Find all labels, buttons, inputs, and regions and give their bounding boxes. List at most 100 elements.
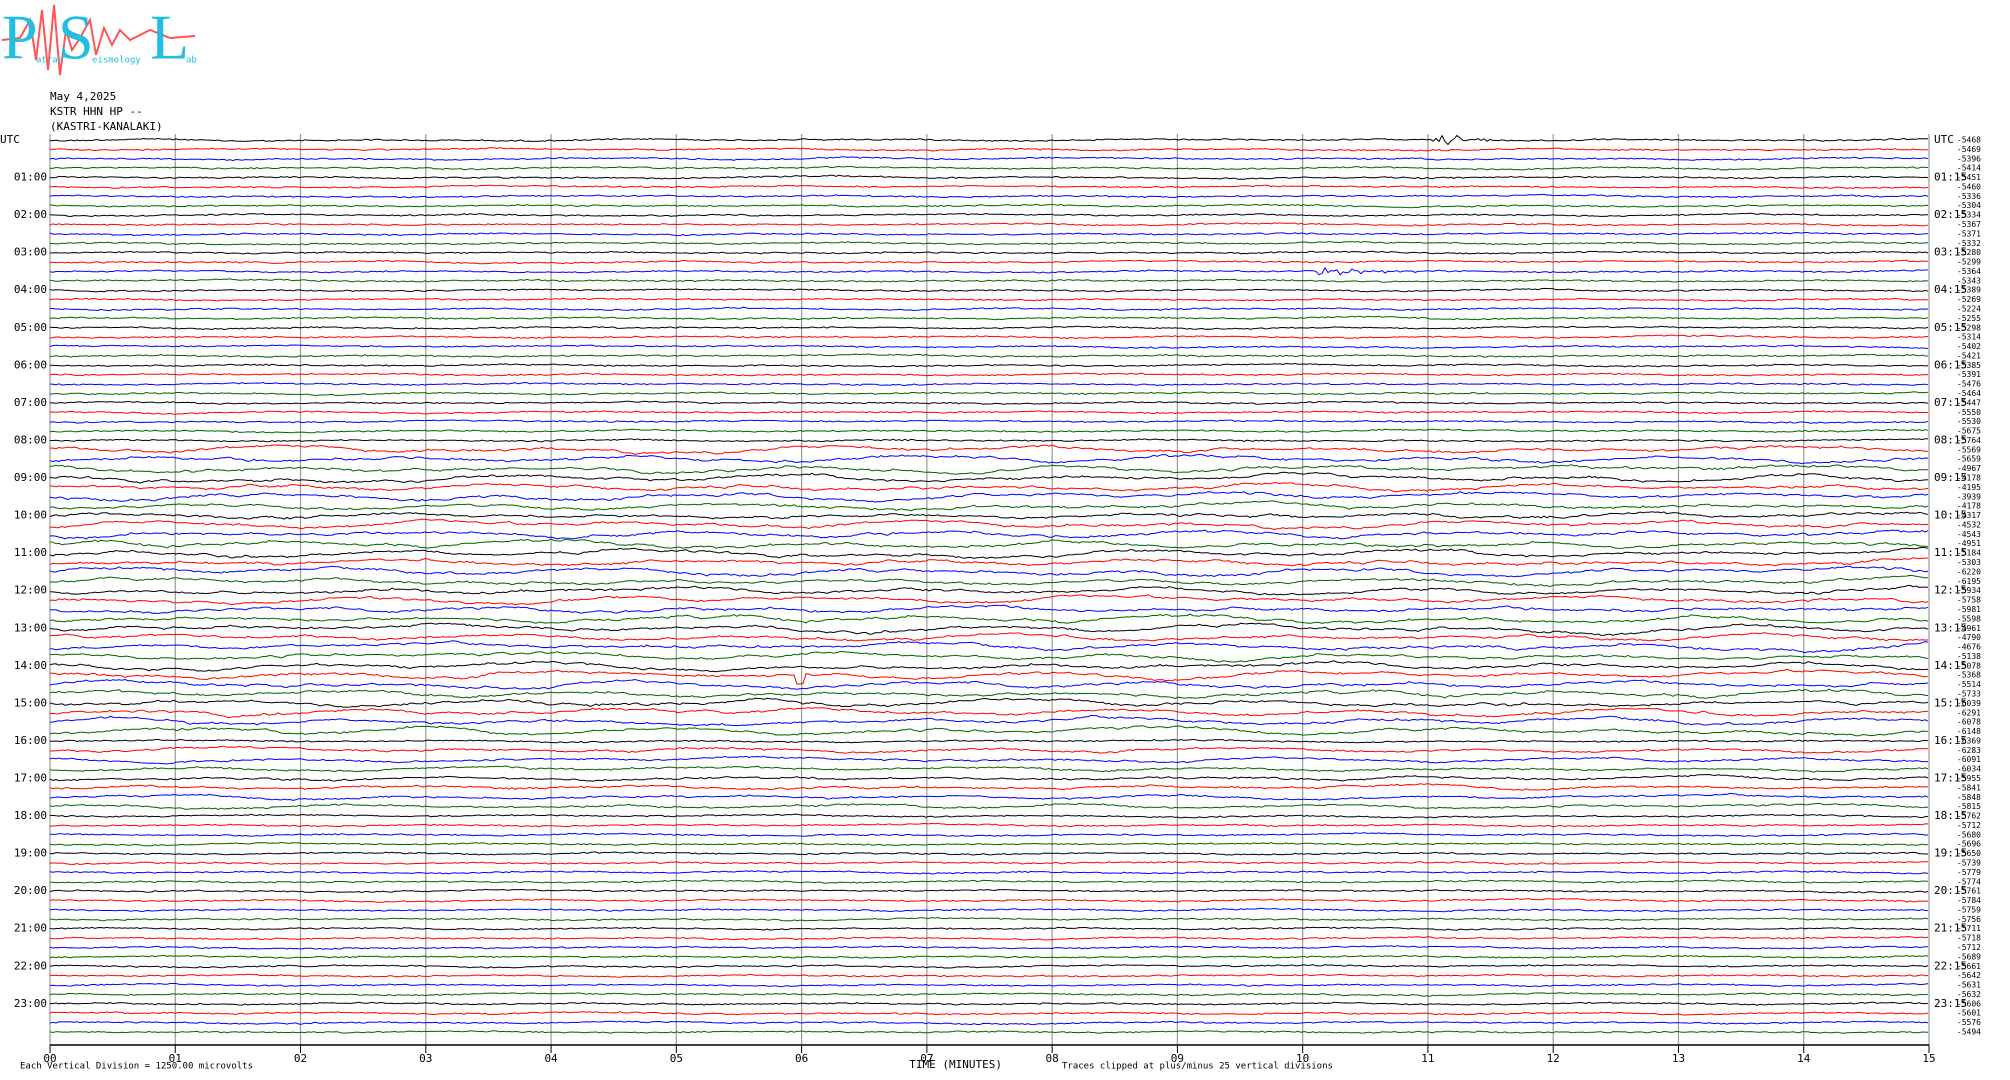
hour-label: 17:00	[14, 771, 47, 784]
trace-label: -5631	[1957, 981, 1981, 990]
trace	[49, 565, 1929, 578]
trace-label: -6220	[1957, 567, 1981, 576]
trace	[49, 511, 1929, 520]
hour-label: 08:00	[14, 433, 47, 446]
hour-label: 22:00	[14, 959, 47, 972]
trace	[49, 1001, 1929, 1006]
trace	[49, 1020, 1929, 1026]
hour-label: 02:00	[14, 208, 47, 221]
trace	[49, 897, 1929, 903]
trace	[49, 574, 1929, 588]
hour-label: UTC	[0, 133, 20, 146]
hour-label: 19:00	[14, 847, 47, 860]
trace-label: -5815	[1957, 802, 1981, 811]
trace-label: -5680	[1957, 830, 1981, 839]
hour-label-right: 08:15	[1934, 433, 1967, 446]
trace-label: -4967	[1957, 464, 1981, 473]
trace-label: -5739	[1957, 858, 1981, 867]
trace	[49, 222, 1929, 227]
trace-label: -5642	[1957, 971, 1981, 980]
trace-label: -5650	[1957, 849, 1981, 858]
trace	[49, 650, 1929, 663]
hour-label: 21:00	[14, 922, 47, 935]
trace	[49, 851, 1928, 856]
trace-label: -5414	[1957, 164, 1981, 173]
logo-letter: P	[2, 2, 38, 73]
trace-label: -5601	[1957, 1009, 1981, 1018]
scale-note: Each Vertical Division = 1250.00 microvo…	[20, 1062, 253, 1072]
trace-label: -6078	[1957, 718, 1981, 727]
hour-label-right: 01:15	[1934, 171, 1967, 184]
trace-label: -4543	[1957, 530, 1981, 539]
trace-label: -5184	[1957, 549, 1981, 558]
trace-label: -4961	[1957, 624, 1981, 633]
trace	[49, 870, 1929, 875]
trace	[49, 584, 1929, 596]
hour-label: 20:00	[14, 884, 47, 897]
trace-label: -5733	[1957, 689, 1981, 698]
hour-label: 06:00	[14, 358, 47, 371]
hour-label: 01:00	[14, 171, 47, 184]
trace-label: -5391	[1957, 370, 1981, 379]
x-tick-label: 01	[169, 1052, 182, 1065]
hour-label-right: 02:15	[1934, 208, 1967, 221]
trace-label: -5334	[1957, 211, 1981, 220]
hour-label-right: 03:15	[1934, 246, 1967, 259]
trace	[49, 315, 1929, 321]
trace-label: -5303	[1957, 558, 1981, 567]
trace	[50, 240, 1929, 246]
trace-label: -6291	[1957, 708, 1981, 717]
trace-label: -4951	[1957, 539, 1981, 548]
trace-label: -5255	[1957, 314, 1981, 323]
trace	[49, 518, 1929, 531]
x-tick-label: 13	[1672, 1052, 1685, 1065]
trace	[49, 714, 1929, 727]
hour-label-right: 07:15	[1934, 396, 1967, 409]
trace	[49, 250, 1929, 255]
trace-label: -5368	[1957, 671, 1981, 680]
trace	[49, 362, 1929, 368]
hour-label-right: 06:15	[1934, 358, 1967, 371]
date: May 4,2025	[50, 90, 116, 103]
trace	[49, 500, 1929, 512]
trace	[49, 802, 1929, 810]
trace	[49, 792, 1929, 801]
trace-label: -5550	[1957, 408, 1981, 417]
trace-label: -6039	[1957, 699, 1981, 708]
hour-label: 15:00	[14, 696, 47, 709]
trace-label: -5718	[1957, 934, 1981, 943]
trace-label: -5402	[1957, 342, 1981, 351]
trace	[49, 557, 1929, 567]
location: (KASTRI-KANALAKI)	[50, 120, 163, 133]
trace	[49, 707, 1929, 719]
trace	[49, 725, 1929, 737]
trace	[49, 193, 1929, 199]
logo-text: eismology	[92, 56, 141, 66]
trace	[49, 471, 1929, 484]
trace	[49, 745, 1929, 754]
trace	[49, 212, 1928, 218]
trace	[49, 861, 1929, 866]
trace-label: -5711	[1957, 924, 1981, 933]
trace-label: -5451	[1957, 173, 1981, 182]
trace	[50, 438, 1929, 443]
trace	[49, 464, 1929, 475]
trace-label: -4676	[1957, 643, 1981, 652]
trace-label: -4195	[1957, 483, 1981, 492]
trace	[49, 410, 1929, 415]
trace-label: -6034	[1957, 765, 1981, 774]
trace-label: -4317	[1957, 511, 1981, 520]
trace-label: -3939	[1957, 492, 1981, 501]
hour-label: 13:00	[14, 621, 47, 634]
trace-label: -5396	[1957, 154, 1981, 163]
trace	[49, 353, 1929, 358]
trace-label: -5336	[1957, 192, 1981, 201]
trace	[49, 604, 1929, 615]
trace	[49, 879, 1929, 884]
trace	[49, 134, 1929, 146]
trace-label: -5661	[1957, 962, 1981, 971]
trace	[49, 334, 1929, 340]
trace-label: -5784	[1957, 896, 1981, 905]
trace	[49, 259, 1929, 265]
hour-label-right: 05:15	[1934, 321, 1967, 334]
